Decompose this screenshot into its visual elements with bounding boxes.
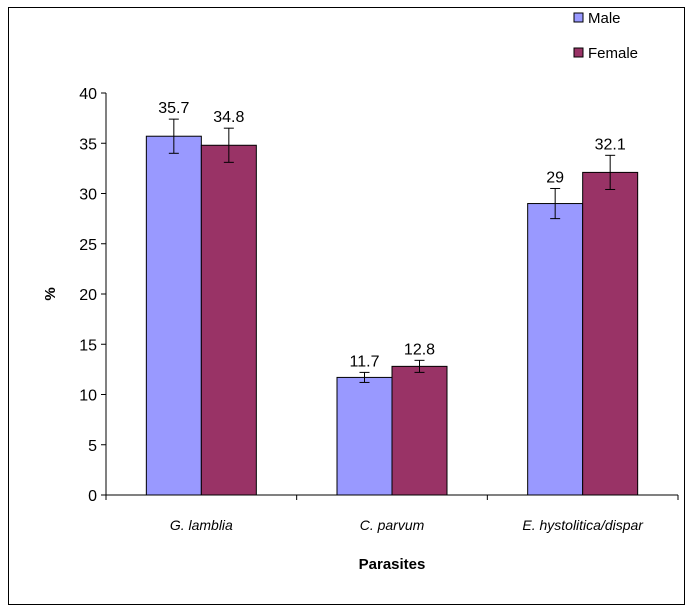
bars xyxy=(145,135,639,496)
y-tick-label: 15 xyxy=(79,337,97,354)
y-tick-label: 5 xyxy=(88,438,97,455)
y-tick-label: 20 xyxy=(79,287,97,304)
bar xyxy=(200,144,257,496)
y-tick-label: 30 xyxy=(79,187,97,204)
category-labels: G. lamblia C. parvum E. hystolitica/dispar xyxy=(170,517,644,533)
bar xyxy=(391,365,448,496)
legend-label: Female xyxy=(588,45,638,62)
error-bars xyxy=(168,118,616,383)
category-label: E. hystolitica/dispar xyxy=(522,517,644,533)
data-label: 29 xyxy=(546,169,564,186)
x-axis-title: Parasites xyxy=(359,556,426,573)
legend-swatch xyxy=(573,47,584,58)
y-axis: 0 5 10 15 20 25 30 35 40 xyxy=(79,86,107,505)
data-label: 32.1 xyxy=(595,136,626,153)
legend-label: Male xyxy=(588,10,621,27)
bar xyxy=(582,171,639,496)
y-tick-label: 0 xyxy=(88,488,97,505)
category-label: C. parvum xyxy=(360,517,425,533)
data-label: 12.8 xyxy=(404,341,435,358)
legend-swatch xyxy=(573,12,584,23)
y-tick-label: 40 xyxy=(79,86,97,103)
bar xyxy=(336,376,393,496)
y-axis-title: % xyxy=(42,287,59,300)
y-tick-label: 35 xyxy=(79,136,97,153)
legend: Male Female xyxy=(573,10,638,62)
data-label: 34.8 xyxy=(213,109,244,126)
category-label: G. lamblia xyxy=(170,517,233,533)
y-tick-label: 10 xyxy=(79,388,97,405)
bar xyxy=(527,203,584,496)
data-labels: 35.7 34.8 11.7 12.8 29 32.1 xyxy=(158,100,626,370)
bar xyxy=(145,135,202,496)
data-label: 35.7 xyxy=(158,100,189,117)
y-tick-label: 25 xyxy=(79,237,97,254)
x-axis xyxy=(105,494,679,500)
data-label: 11.7 xyxy=(350,353,380,370)
